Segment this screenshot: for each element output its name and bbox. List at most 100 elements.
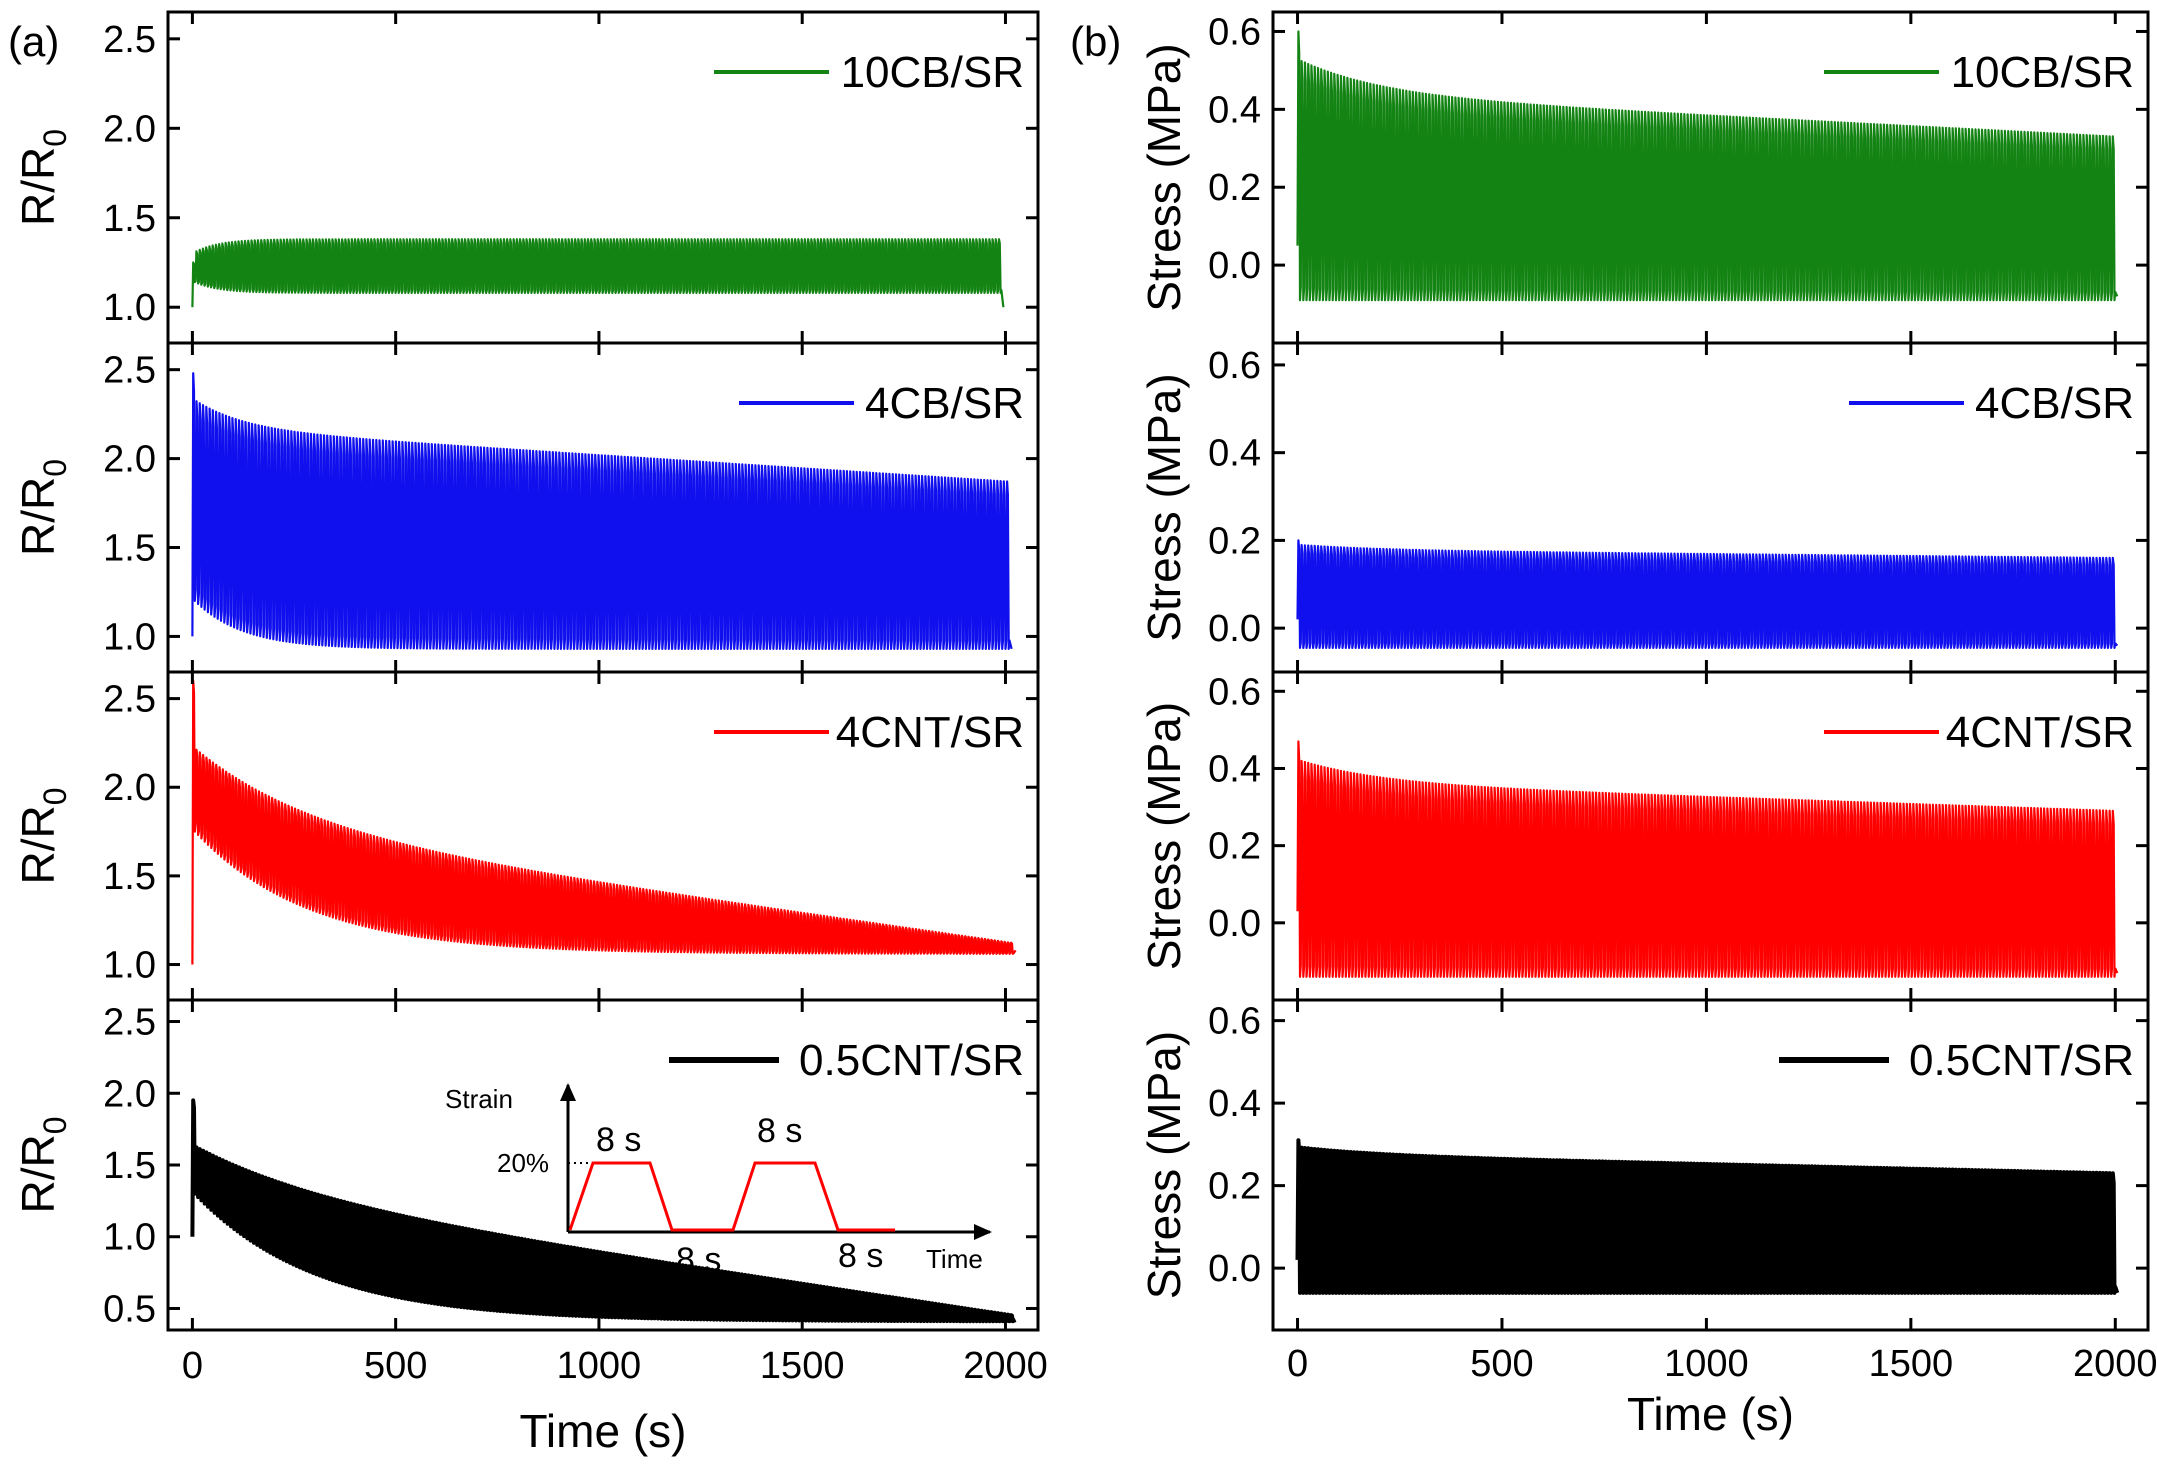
subplot-10CB/SR: 1.0 1.5 2.0 2.5 R/R0 10CB/SR <box>12 10 1040 345</box>
y-axis-label: Stress (MPa) <box>1138 373 1190 641</box>
x-tick-label: 1500 <box>760 1345 845 1387</box>
y-axis-label: R/R0 <box>12 1116 73 1213</box>
y-axis-label-sub: 0 <box>37 129 73 147</box>
y-tick-label: 1.0 <box>103 1217 156 1259</box>
legend-label: 4CB/SR <box>1975 379 2134 428</box>
series-line-10CB/SR <box>1296 30 2119 302</box>
y-tick-label: 2.5 <box>103 19 156 61</box>
panel-label: (b) <box>1070 18 1121 65</box>
y-tick-label: 0.5 <box>103 1288 156 1330</box>
inset-strain-profile <box>568 1161 895 1232</box>
x-axis-title: Time (s) <box>1627 1388 1794 1440</box>
y-tick-label: 0.2 <box>1208 520 1261 562</box>
y-tick-label: 0.0 <box>1208 1248 1261 1290</box>
series-line-0.5CNT/SR <box>1295 1138 2120 1295</box>
legend-label: 0.5CNT/SR <box>799 1036 1024 1085</box>
subplot-4CB/SR: 1.0 1.5 2.0 2.5 R/R0 4CB/SR <box>12 341 1040 674</box>
inset-hold-bottom-1: 8 s <box>676 1241 721 1279</box>
x-tick-label: 500 <box>1470 1343 1533 1385</box>
legend-label: 0.5CNT/SR <box>1909 1036 2134 1085</box>
y-tick-label: 1.5 <box>103 528 156 570</box>
legend-label: 10CB/SR <box>841 48 1024 97</box>
y-tick-label: 0.4 <box>1208 748 1261 790</box>
y-tick-label: 0.6 <box>1208 1001 1261 1043</box>
y-tick-label: 0.4 <box>1208 1083 1261 1125</box>
y-axis-label-main: R/R <box>12 147 64 226</box>
x-tick-label: 500 <box>364 1345 427 1387</box>
y-tick-label: 0.6 <box>1208 671 1261 713</box>
subplot-4CNT/SR: 1.0 1.5 2.0 2.5 R/R0 4CNT/SR <box>12 670 1040 1002</box>
series-line-4CB/SR <box>191 372 1013 650</box>
subplot-10CB/SR: 0.0 0.2 0.4 0.6 Stress (MPa) 10CB/SR <box>1138 10 2150 345</box>
inset-x-arrow <box>974 1224 992 1240</box>
y-tick-label: 2.0 <box>103 439 156 481</box>
y-axis-label-sub: 0 <box>37 1116 73 1134</box>
x-axis-title: Time (s) <box>520 1405 687 1457</box>
x-tick-label: 1000 <box>557 1345 642 1387</box>
y-tick-label: 1.0 <box>103 287 156 329</box>
x-tick-label: 2000 <box>2073 1343 2157 1385</box>
y-tick-label: 0.0 <box>1208 903 1261 945</box>
series-line-10CB/SR <box>191 238 1005 308</box>
y-tick-label: 0.2 <box>1208 826 1261 868</box>
y-tick-label: 0.4 <box>1208 89 1261 131</box>
y-axis-label: R/R0 <box>12 459 73 556</box>
y-axis-label-sub: 0 <box>37 459 73 477</box>
x-tick-label: 0 <box>182 1345 203 1387</box>
panel-label: (a) <box>8 18 59 65</box>
legend-label: 4CNT/SR <box>1946 708 2134 757</box>
y-axis-label: R/R0 <box>12 787 73 884</box>
y-tick-label: 0.0 <box>1208 608 1261 650</box>
subplot-0.5CNT/SR: 0.5 1.0 1.5 2.0 2.5 R/R0 0.5CNT/SR <box>12 998 1040 1332</box>
subplot-4CNT/SR: 0.0 0.2 0.4 0.6 Stress (MPa) 4CNT/SR <box>1138 670 2150 1002</box>
y-axis-label: Stress (MPa) <box>1138 43 1190 311</box>
legend-label: 10CB/SR <box>1951 48 2134 97</box>
x-tick-label: 1000 <box>1664 1343 1749 1385</box>
x-tick-label: 0 <box>1287 1343 1308 1385</box>
y-tick-label: 1.5 <box>103 856 156 898</box>
subplot-4CB/SR: 0.0 0.2 0.4 0.6 Stress (MPa) 4CB/SR <box>1138 341 2150 674</box>
x-tick-label: 2000 <box>963 1345 1048 1387</box>
series-line-4CB/SR <box>1296 539 2119 649</box>
legend-label: 4CNT/SR <box>836 708 1024 757</box>
y-axis-label-main: R/R <box>12 1134 64 1213</box>
inset-xlabel: Time <box>926 1244 983 1274</box>
y-tick-label: 2.0 <box>103 108 156 150</box>
y-tick-label: 0.2 <box>1208 167 1261 209</box>
y-tick-label: 0.2 <box>1208 1166 1261 1208</box>
y-tick-label: 1.0 <box>103 616 156 658</box>
y-axis-label: Stress (MPa) <box>1138 702 1190 970</box>
y-axis-label-main: R/R <box>12 477 64 556</box>
plot-frame <box>1271 998 2150 1332</box>
y-tick-label: 2.0 <box>103 767 156 809</box>
y-axis-label-main: R/R <box>12 805 64 884</box>
y-axis-label: Stress (MPa) <box>1138 1031 1190 1299</box>
legend-label: 4CB/SR <box>865 379 1024 428</box>
strain-inset: Strain Time 20% 8 s 8 s 8 s 8 s <box>445 1083 992 1279</box>
x-tick-label: 1500 <box>1869 1343 1954 1385</box>
y-axis-label-sub: 0 <box>37 787 73 805</box>
series-line-4CNT/SR <box>1296 740 2119 978</box>
y-tick-label: 0.0 <box>1208 245 1261 287</box>
chart-panel-1: (b) 0.0 0.2 0.4 0.6 Stress (MPa) 10CB/SR 0.0 0.2… <box>1070 10 2157 1440</box>
y-tick-label: 2.5 <box>103 1002 156 1044</box>
series-line-0.5CNT/SR <box>190 1098 1017 1324</box>
y-tick-label: 1.5 <box>103 1145 156 1187</box>
inset-level: 20% <box>497 1148 549 1178</box>
inset-y-arrow <box>560 1083 576 1101</box>
y-tick-label: 1.5 <box>103 198 156 240</box>
inset-hold-top-2: 8 s <box>757 1112 802 1150</box>
y-axis-label: R/R0 <box>12 129 73 226</box>
chart-panel-0: (a)1.01.52.02.5R/R010CB/SR1.01.52.02.5R/… <box>8 10 1048 1457</box>
inset-ylabel: Strain <box>445 1084 513 1114</box>
y-tick-label: 0.6 <box>1208 11 1261 53</box>
series-line-4CNT/SR <box>191 679 1017 965</box>
inset-hold-top-1: 8 s <box>596 1121 641 1159</box>
y-tick-label: 0.6 <box>1208 345 1261 387</box>
y-tick-label: 0.4 <box>1208 433 1261 475</box>
y-tick-label: 2.0 <box>103 1073 156 1115</box>
y-tick-label: 2.5 <box>103 350 156 392</box>
y-tick-label: 2.5 <box>103 679 156 721</box>
inset-hold-bottom-2: 8 s <box>838 1237 883 1275</box>
